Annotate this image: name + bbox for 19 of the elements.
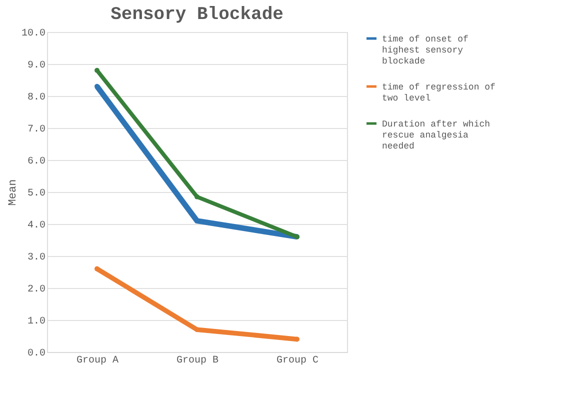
y-tick-label: 4.0	[27, 220, 46, 232]
y-tick-label: 7.0	[27, 124, 46, 136]
y-tick-label: 6.0	[27, 156, 46, 168]
y-tick-label: 0.0	[27, 348, 46, 360]
legend-label: time of onset of highest sensory blockade	[382, 34, 468, 66]
legend-label: Duration after which rescue analgesia needed	[382, 120, 490, 152]
y-tick-label: 5.0	[27, 188, 46, 200]
x-tick-label: Group B	[176, 356, 219, 366]
x-tick-label: Group A	[76, 356, 119, 366]
y-tick-label: 9.0	[27, 60, 46, 72]
y-tick-label: 1.0	[27, 316, 46, 328]
y-tick-label: 2.0	[27, 284, 46, 296]
legend-label: time of regression of two level	[382, 82, 496, 104]
x-tick-label: Group C	[276, 356, 319, 366]
y-tick-label: 3.0	[27, 252, 46, 264]
chart-title: Sensory Blockade	[110, 5, 284, 25]
y-tick-label: 10.0	[21, 28, 46, 40]
y-tick-label: 8.0	[27, 92, 46, 104]
y-axis-title: Mean	[7, 179, 20, 206]
